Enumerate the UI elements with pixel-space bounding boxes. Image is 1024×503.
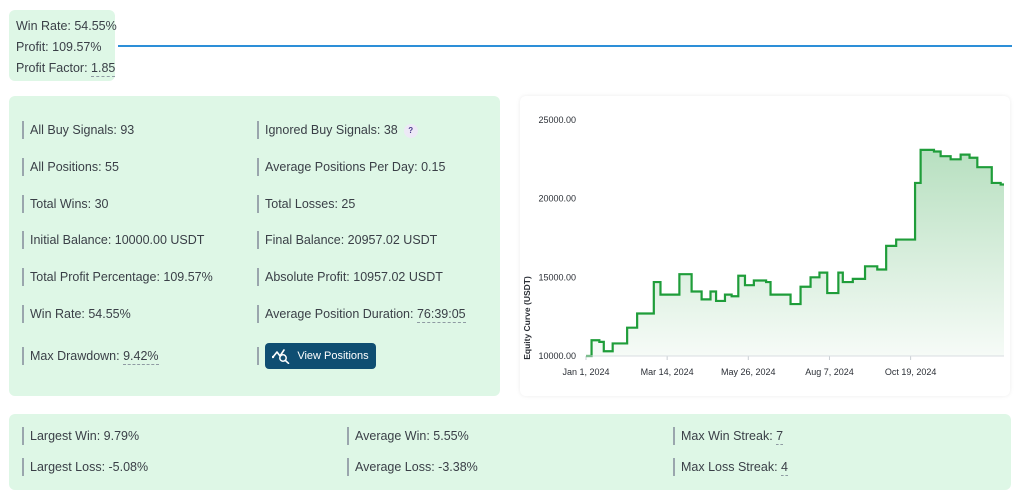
x-tick-label: Mar 14, 2024 <box>641 367 694 377</box>
stat-all-positions: All Positions: 55 <box>22 158 119 176</box>
stat-ignored-buy-signals: Ignored Buy Signals: 38? <box>257 121 418 139</box>
max-win-streak-label: Max Win Streak: <box>681 429 777 443</box>
max-drawdown-label: Max Drawdown: <box>30 349 124 363</box>
x-tick-label: May 26, 2024 <box>721 367 776 377</box>
y-tick-label: 25000.00 <box>538 115 576 125</box>
y-axis-title: Equity Curve (USDT) <box>522 276 532 360</box>
summary-progress-line <box>118 45 1012 47</box>
x-tick-label: Jan 1, 2024 <box>562 367 609 377</box>
ignored-buy-signals-label: Ignored Buy Signals: 38 <box>265 123 398 137</box>
stat-average-loss: Average Loss: -3.38% <box>347 458 478 476</box>
max-drawdown-value[interactable]: 9.42% <box>123 349 159 365</box>
max-win-streak-value[interactable]: 7 <box>776 429 784 445</box>
max-loss-streak-value[interactable]: 4 <box>781 460 788 476</box>
stat-largest-win: Largest Win: 9.79% <box>22 427 139 445</box>
profit-factor-label: Profit Factor: <box>16 61 92 75</box>
avg-position-duration-value[interactable]: 76:39:05 <box>416 307 466 323</box>
stat-max-drawdown: Max Drawdown: 9.42% <box>22 347 159 365</box>
stat-max-loss-streak: Max Loss Streak: 4 <box>673 458 788 476</box>
stat-avg-positions-per-day: Average Positions Per Day: 0.15 <box>257 158 445 176</box>
stats-panel <box>9 96 500 396</box>
x-tick-label: Aug 7, 2024 <box>805 367 854 377</box>
stat-avg-position-duration: Average Position Duration: 76:39:05 <box>257 305 466 323</box>
stat-initial-balance: Initial Balance: 10000.00 USDT <box>22 231 204 249</box>
equity-chart-card: Equity Curve (USDT) 10000.00 15000.00 2000… <box>520 96 1010 396</box>
stat-total-losses: Total Losses: 25 <box>257 195 355 213</box>
y-tick-label: 10000.00 <box>538 351 576 361</box>
view-positions-button[interactable]: View Positions <box>265 343 376 369</box>
stat-max-win-streak: Max Win Streak: 7 <box>673 427 784 445</box>
equity-line <box>586 148 1004 358</box>
y-tick-label: 15000.00 <box>538 272 576 282</box>
summary-box: Win Rate: 54.55% Profit: 109.57% Profit … <box>9 10 117 81</box>
stat-average-win: Average Win: 5.55% <box>347 427 469 445</box>
summary-win-rate: Win Rate: 54.55% <box>16 19 117 33</box>
summary-profit: Profit: 109.57% <box>16 40 102 54</box>
stat-all-buy-signals: All Buy Signals: 93 <box>22 121 134 139</box>
stat-largest-loss: Largest Loss: -5.08% <box>22 458 148 476</box>
equity-area <box>586 149 1004 356</box>
stat-total-profit-percentage: Total Profit Percentage: 109.57% <box>22 268 213 286</box>
trade-extremes-panel <box>9 414 1011 490</box>
help-icon[interactable]: ? <box>403 123 418 138</box>
stat-final-balance: Final Balance: 20957.02 USDT <box>257 231 437 249</box>
max-loss-streak-label: Max Loss Streak: <box>681 460 782 474</box>
profit-factor-value[interactable]: 1.85 <box>91 61 116 77</box>
chart-search-icon <box>272 349 290 364</box>
view-positions-label: View Positions <box>297 350 369 362</box>
stat-absolute-profit: Absolute Profit: 10957.02 USDT <box>257 268 443 286</box>
stat-total-wins: Total Wins: 30 <box>22 195 109 213</box>
y-tick-label: 20000.00 <box>538 194 576 204</box>
summary-profit-factor: Profit Factor: 1.85 <box>16 61 116 77</box>
x-tick-label: Oct 19, 2024 <box>885 367 937 377</box>
stat-win-rate: Win Rate: 54.55% <box>22 305 131 323</box>
avg-position-duration-label: Average Position Duration: <box>265 307 417 321</box>
equity-chart: Equity Curve (USDT) 10000.00 15000.00 2000… <box>522 115 1004 377</box>
